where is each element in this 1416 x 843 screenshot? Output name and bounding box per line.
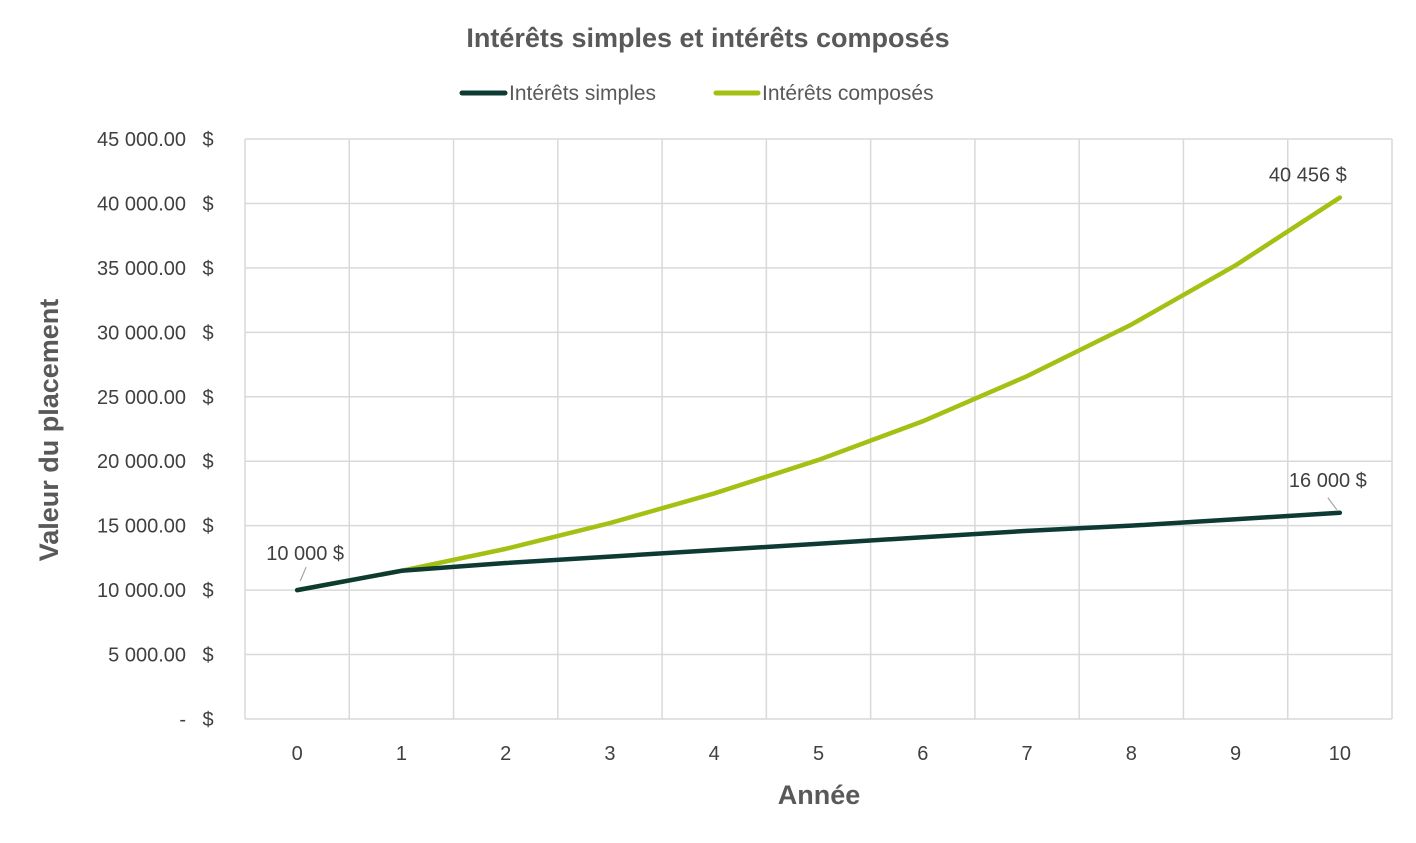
x-axis-title: Année [778,780,861,810]
series-line-compound [294,195,1343,593]
y-tick-currency: $ [202,387,213,409]
y-tick-label: 45 000.00 [97,129,186,151]
y-tick-label: 40 000.00 [97,193,186,215]
series [294,195,1343,593]
data-labels: 10 000 $ 16 000 $ 40 456 $ [266,165,1367,582]
x-tick-label: 3 [604,743,615,765]
y-axis-title: Valeur du placement [34,299,64,562]
y-tick-label: 30 000.00 [97,322,186,344]
y-tick-currency: $ [202,516,213,538]
y-tick-label: 20 000.00 [97,451,186,473]
data-label: 40 456 $ [1269,165,1347,187]
y-tick-label: 35 000.00 [97,258,186,280]
y-tick-label: 10 000.00 [97,580,186,602]
legend-label-compound: Intérêts composés [762,82,934,105]
x-tick-label: 1 [396,743,407,765]
x-axis-ticks: 0 1 2 3 4 5 6 7 8 9 10 [292,743,1351,765]
y-tick-currency: $ [202,322,213,344]
y-tick-currency: $ [202,193,213,215]
gridlines [244,138,1393,720]
x-tick-label: 5 [813,743,824,765]
y-tick-currency: $ [202,709,213,731]
y-tick-label: 5 000.00 [108,645,186,667]
data-label: 16 000 $ [1289,470,1367,492]
data-label: 10 000 $ [266,543,344,565]
y-tick-currency: $ [202,258,213,280]
y-tick-currency: $ [202,580,213,602]
legend-label-simple: Intérêts simples [509,82,656,105]
x-tick-label: 9 [1230,743,1241,765]
x-tick-label: 6 [917,743,928,765]
y-tick-label: - [179,709,186,731]
y-tick-label: 15 000.00 [97,516,186,538]
y-tick-label: 25 000.00 [97,387,186,409]
series-line-simple [294,510,1343,593]
y-tick-currency: $ [202,645,213,667]
x-tick-label: 8 [1126,743,1137,765]
x-tick-label: 0 [292,743,303,765]
y-axis-ticks: - $5 000.00 $10 000.00 $15 000.00 $20 000.00… [97,129,214,731]
chart-title: Intérêts simples et intérêts composés [466,23,949,53]
x-tick-label: 7 [1021,743,1032,765]
y-tick-currency: $ [202,451,213,473]
x-tick-label: 10 [1329,743,1351,765]
legend: Intérêts simples Intérêts composés [459,82,934,105]
y-tick-currency: $ [202,129,213,151]
x-tick-label: 2 [500,743,511,765]
data-label-leader [299,566,307,582]
data-label-leader [1327,497,1338,511]
x-tick-label: 4 [709,743,720,765]
